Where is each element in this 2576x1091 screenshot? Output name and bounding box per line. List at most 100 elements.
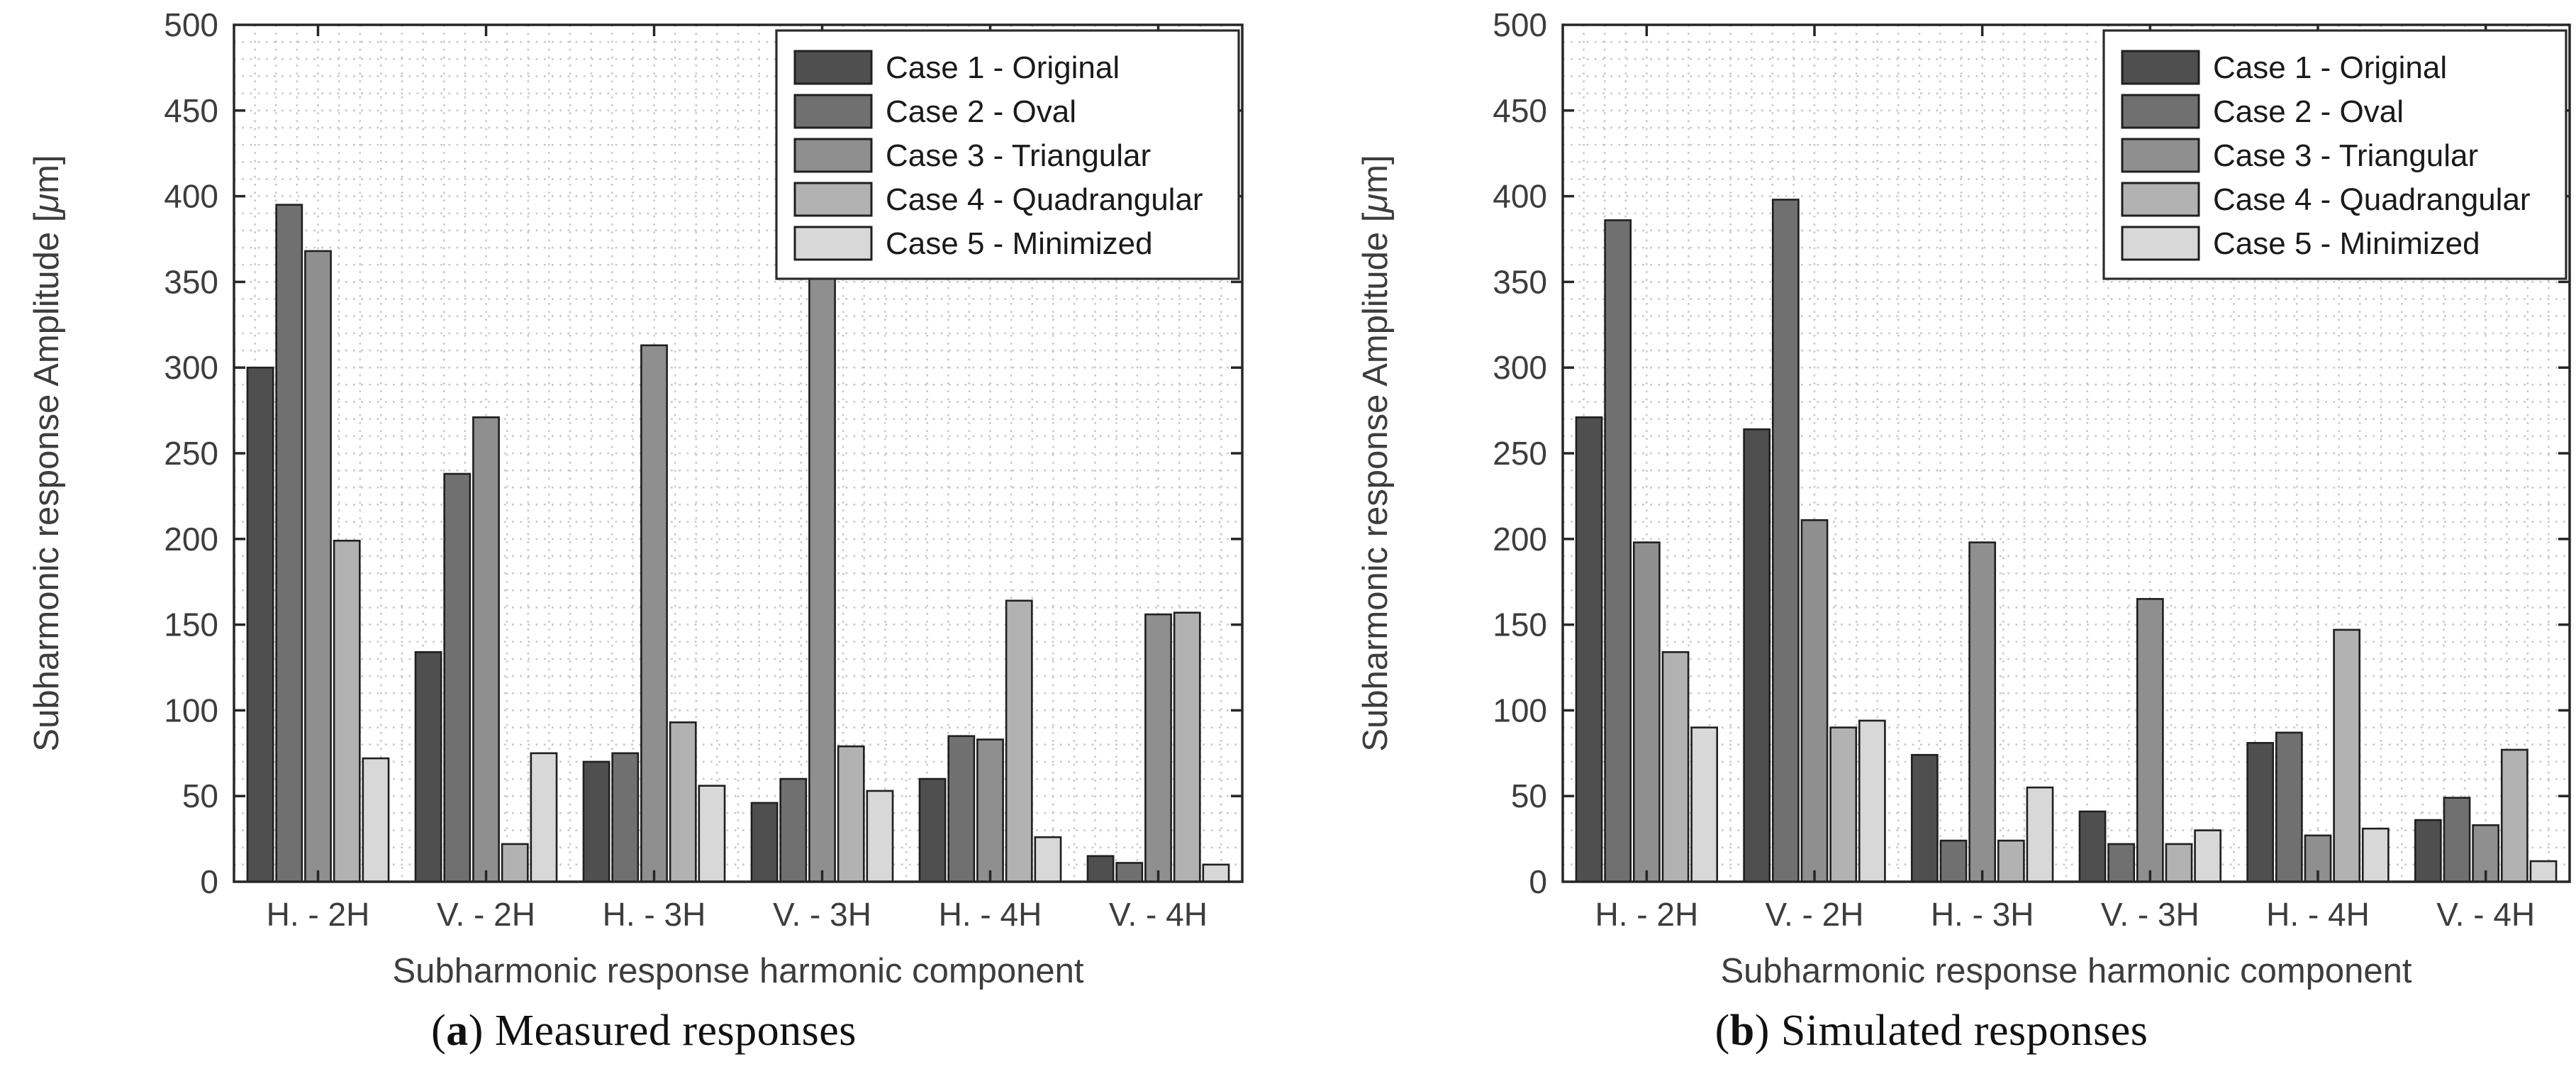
x-tick-label: H. - 4H (2266, 896, 2370, 933)
legend: Case 1 - Original Case 2 - Oval Case 3 - T… (775, 29, 1240, 280)
caption-paren: ) (468, 1007, 484, 1055)
caption-a: (a) Measured responses (0, 1006, 1288, 1056)
y-tick-label: 50 (1511, 777, 1547, 814)
grid (234, 25, 1242, 882)
x-tick-label: V. - 4H (1109, 896, 1208, 933)
y-tick-label: 500 (164, 6, 218, 43)
axes-frame (1561, 23, 2571, 883)
bar (1829, 726, 1858, 883)
y-axis-label: Subharmonic response Amplitude [μm] (28, 155, 66, 751)
bar (501, 843, 529, 883)
panel-a-measured: 0 50 100 150 200 250 300 350 400 450 500 H. - 2H V. … (0, 6, 1288, 1056)
caption-b: (b) Simulated responses (1288, 1006, 2575, 1056)
x-tick-label: H. - 2H (267, 896, 370, 933)
y-tick-label: 350 (1493, 263, 1547, 300)
legend-swatch (2121, 138, 2200, 173)
legend-swatch (793, 138, 873, 173)
bar (1968, 541, 1997, 883)
caption-letter: a (446, 1007, 469, 1055)
bar (2361, 827, 2390, 883)
bar (1997, 839, 2025, 883)
legend-label: Case 1 - Original (886, 50, 1120, 85)
bar (2246, 742, 2275, 883)
bar (1115, 862, 1144, 883)
bars (1575, 199, 2558, 883)
bar (472, 416, 500, 883)
bar (1910, 753, 1939, 883)
bar (1743, 428, 1771, 883)
legend-swatch (2121, 94, 2200, 129)
y-axis-label: Subharmonic response Amplitude [μm] (1356, 155, 1395, 751)
y-tick-label: 300 (1493, 349, 1547, 386)
y-tick-label: 150 (1493, 607, 1547, 643)
bar (1173, 611, 1201, 883)
bar (918, 777, 947, 883)
bar (2078, 810, 2107, 883)
x-tick-label: H. - 2H (1595, 896, 1698, 933)
legend-swatch (793, 94, 873, 129)
y-tick-label: 450 (164, 92, 218, 129)
bar (947, 735, 976, 883)
bar (1202, 863, 1230, 883)
legend: Case 1 - Original Case 2 - Oval Case 3 - T… (2102, 29, 2567, 280)
bar (275, 204, 303, 883)
caption-paren: ( (1714, 1007, 1730, 1055)
bar (2107, 843, 2136, 883)
y-tick-label: 350 (164, 263, 218, 300)
bar (1800, 519, 1829, 883)
bar (304, 250, 332, 883)
y-tick-label: 200 (1493, 521, 1547, 558)
bar (1690, 726, 1719, 883)
bar (1771, 199, 1800, 883)
legend-swatch (793, 226, 873, 261)
y-tick-label: 400 (164, 178, 218, 215)
x-tick-label: H. - 3H (603, 896, 706, 933)
bar (1939, 839, 1968, 883)
legend-swatch (793, 182, 873, 217)
x-tick-label: H. - 4H (939, 896, 1042, 933)
grid (1563, 25, 2570, 882)
bar (2333, 628, 2361, 883)
bar (1632, 541, 1661, 883)
y-tick-labels: 0 50 100 150 200 250 300 350 400 450 500 (1493, 6, 1547, 900)
bar (669, 721, 697, 883)
bar (1144, 613, 1172, 883)
bar (640, 344, 668, 883)
bar (530, 752, 558, 883)
caption-text: Simulated responses (1780, 1007, 2148, 1055)
x-axis-label: Subharmonic response harmonic component (1720, 952, 2411, 990)
bar (866, 790, 894, 883)
caption-letter: b (1729, 1007, 1755, 1055)
bar (750, 802, 779, 883)
x-tick-label: V. - 2H (437, 896, 535, 933)
bar (2500, 748, 2528, 883)
y-tick-label: 450 (1493, 92, 1547, 129)
x-tick-labels: H. - 2H V. - 2H H. - 3H V. - 3H H. - 4H V. - … (1595, 896, 2535, 933)
legend-label: Case 3 - Triangular (2213, 138, 2478, 173)
x-axis-label: Subharmonic response harmonic component (392, 952, 1083, 990)
y-tick-label: 50 (182, 777, 218, 814)
y-tick-label: 150 (164, 607, 218, 643)
bar (2275, 731, 2303, 883)
y-tick-labels: 0 50 100 150 200 250 300 350 400 450 500 (164, 6, 218, 900)
bar (698, 785, 726, 883)
legend-label: Case 1 - Original (2213, 50, 2447, 85)
caption-paren: ) (1754, 1007, 1770, 1055)
panel-b-simulated: 0 50 100 150 200 250 300 350 400 450 500 H. - 2H V. … (1288, 0, 2575, 1091)
y-tick-label: 300 (164, 349, 218, 386)
y-tick-label: 200 (164, 521, 218, 558)
bar (362, 757, 390, 883)
legend-swatch (793, 50, 873, 85)
legend-label: Case 5 - Minimized (2213, 226, 2480, 261)
bar (1005, 599, 1033, 883)
bar (2136, 598, 2164, 883)
x-tick-label: V. - 2H (1766, 896, 1864, 933)
bar-chart-simulated: 0 50 100 150 200 250 300 350 400 450 500 H. - 2H V. … (1356, 6, 2571, 990)
bar (414, 650, 442, 883)
legend-swatch (2121, 50, 2200, 85)
bar (443, 472, 472, 883)
x-tick-label: V. - 3H (773, 896, 871, 933)
y-tick-label: 400 (1493, 178, 1547, 215)
caption-paren: ( (431, 1007, 447, 1055)
